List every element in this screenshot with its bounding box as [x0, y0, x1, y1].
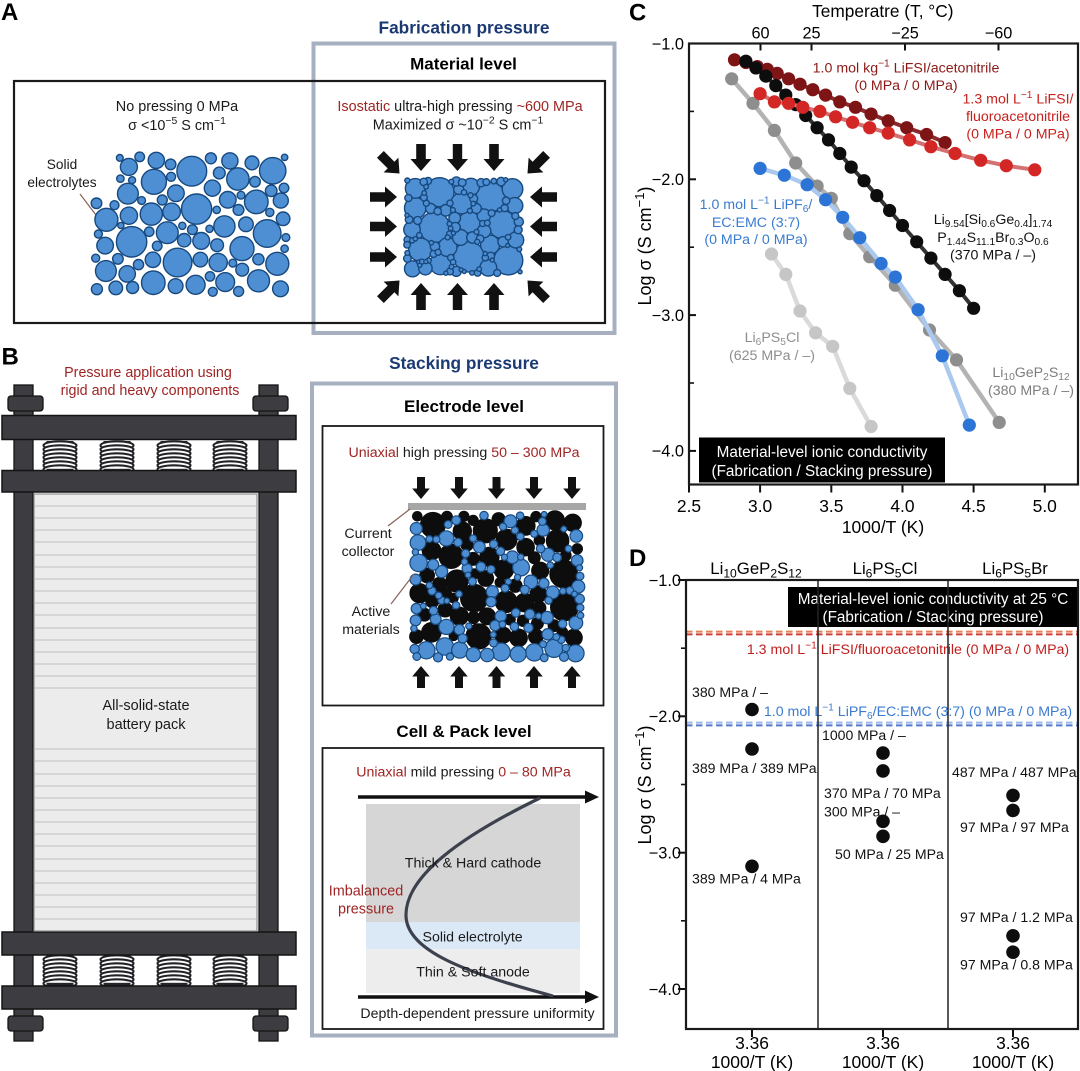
svg-text:−4.0: −4.0 [649, 981, 681, 999]
svg-text:Isostatic ultra-high pressing: Isostatic ultra-high pressing ~600 MPa [337, 99, 582, 115]
svg-text:Li6PS5Br: Li6PS5Br [982, 559, 1048, 581]
svg-text:1000/T (K): 1000/T (K) [842, 517, 924, 537]
svg-text:−2.0: −2.0 [649, 708, 681, 726]
svg-text:fluoroacetonitrile: fluoroacetonitrile [966, 109, 1070, 125]
svg-text:electrolytes: electrolytes [27, 175, 96, 190]
svg-text:Cell & Pack level: Cell & Pack level [396, 722, 531, 741]
svg-text:1000/T (K): 1000/T (K) [711, 1052, 793, 1071]
svg-text:(370 MPa / –): (370 MPa / –) [950, 248, 1036, 264]
svg-text:Stacking pressure: Stacking pressure [389, 353, 539, 373]
svg-text:P1.44S11.1Br0.3O0.6: P1.44S11.1Br0.3O0.6 [937, 230, 1049, 248]
svg-text:Solid electrolyte: Solid electrolyte [423, 930, 523, 946]
svg-text:battery pack: battery pack [107, 717, 187, 733]
svg-text:3.36: 3.36 [866, 1033, 900, 1053]
svg-text:rigid and heavy components: rigid and heavy components [61, 383, 240, 399]
svg-text:−1.0: −1.0 [649, 572, 681, 590]
svg-text:4.5: 4.5 [962, 496, 986, 516]
svg-text:Material-level ionic conductiv: Material-level ionic conductivity [717, 444, 928, 461]
svg-text:370 MPa / 70 MPa: 370 MPa / 70 MPa [824, 785, 941, 801]
svg-text:380 MPa / –: 380 MPa / – [692, 684, 768, 700]
svg-text:389 MPa / 389 MPa: 389 MPa / 389 MPa [692, 760, 817, 776]
svg-text:4.0: 4.0 [890, 496, 914, 516]
svg-text:97 MPa / 97 MPa: 97 MPa / 97 MPa [960, 819, 1069, 835]
svg-text:25: 25 [802, 25, 820, 43]
svg-text:1000/T (K): 1000/T (K) [972, 1052, 1054, 1071]
svg-text:(0 MPa / 0 MPa): (0 MPa / 0 MPa) [966, 127, 1069, 143]
svg-text:Maximized σ ~10−2 S cm−1: Maximized σ ~10−2 S cm−1 [373, 116, 544, 134]
svg-text:3.36: 3.36 [735, 1033, 769, 1053]
svg-text:3.36: 3.36 [996, 1033, 1030, 1053]
svg-text:Temperatre (T, °C): Temperatre (T, °C) [812, 1, 953, 21]
svg-text:(Fabrication / Stacking pressu: (Fabrication / Stacking pressure) [822, 609, 1043, 626]
svg-text:60: 60 [751, 25, 769, 43]
svg-text:Thick & Hard cathode: Thick & Hard cathode [405, 855, 542, 871]
svg-text:(625 MPa / –): (625 MPa / –) [729, 348, 815, 364]
svg-text:1.3 mol L−1 LiFSI/fluoroaceton: 1.3 mol L−1 LiFSI/fluoroacetonitrile (0 … [747, 640, 1069, 658]
svg-text:Material-level ionic conductiv: Material-level ionic conductivity at 25 … [798, 591, 1069, 608]
svg-text:(0 MPa / 0 MPa): (0 MPa / 0 MPa) [704, 232, 807, 248]
svg-text:Active: Active [352, 604, 391, 620]
svg-text:−4.0: −4.0 [652, 443, 684, 461]
svg-text:1.0 mol L−1 LiPF6/: 1.0 mol L−1 LiPF6/ [700, 195, 813, 215]
svg-text:Li6PS5Cl: Li6PS5Cl [853, 559, 918, 581]
svg-text:Uniaxial high pressing 50 – 30: Uniaxial high pressing 50 – 300 MPa [348, 445, 579, 461]
svg-text:Solid: Solid [47, 157, 77, 172]
svg-text:Fabrication pressure: Fabrication pressure [379, 18, 550, 38]
svg-text:−3.0: −3.0 [649, 844, 681, 862]
svg-text:300 MPa / –: 300 MPa / – [824, 804, 900, 820]
svg-text:2.5: 2.5 [677, 496, 701, 516]
svg-text:Li6PS5Cl: Li6PS5Cl [745, 330, 800, 348]
svg-text:collector: collector [342, 544, 395, 560]
svg-text:3.0: 3.0 [748, 496, 772, 516]
svg-text:No pressing 0 MPa: No pressing 0 MPa [116, 99, 238, 115]
svg-text:1.0 mol kg−1 LiFSI/acetonitril: 1.0 mol kg−1 LiFSI/acetonitrile [813, 59, 1000, 77]
svg-text:1000/T (K): 1000/T (K) [842, 1052, 924, 1071]
svg-text:−2.0: −2.0 [652, 171, 684, 189]
svg-text:EC:EMC (3:7): EC:EMC (3:7) [712, 215, 800, 231]
svg-text:Material level: Material level [410, 54, 517, 73]
svg-text:1.3 mol L−1 LiFSI/: 1.3 mol L−1 LiFSI/ [963, 90, 1074, 108]
svg-text:50 MPa / 25 MPa: 50 MPa / 25 MPa [835, 846, 944, 862]
svg-text:pressure: pressure [338, 902, 394, 918]
svg-text:D: D [629, 545, 646, 572]
svg-text:Li9.54[Si0.6Ge0.4]1.74: Li9.54[Si0.6Ge0.4]1.74 [934, 212, 1053, 230]
svg-text:5.0: 5.0 [1033, 496, 1057, 516]
svg-text:All-solid-state: All-solid-state [102, 698, 189, 714]
svg-text:Li10GeP2S12: Li10GeP2S12 [710, 559, 802, 581]
svg-text:Electrode level: Electrode level [404, 397, 524, 416]
svg-text:(380 MPa / –): (380 MPa / –) [988, 383, 1074, 399]
svg-text:(Fabrication / Stacking pressu: (Fabrication / Stacking pressure) [711, 463, 932, 480]
svg-text:Pressure application using: Pressure application using [64, 365, 232, 381]
svg-text:Thin & Soft anode: Thin & Soft anode [416, 965, 530, 981]
svg-text:−60: −60 [985, 25, 1013, 43]
svg-text:Log σ (S cm−1): Log σ (S cm−1) [632, 187, 655, 306]
svg-text:Uniaxial mild pressing 0 – 80: Uniaxial mild pressing 0 – 80 MPa [356, 764, 571, 780]
svg-text:Depth-dependent pressure unifo: Depth-dependent pressure uniformity [360, 1006, 595, 1022]
svg-text:−25: −25 [891, 25, 919, 43]
svg-text:Current: Current [344, 526, 391, 542]
svg-text:97 MPa / 1.2 MPa: 97 MPa / 1.2 MPa [960, 909, 1073, 925]
svg-text:materials: materials [342, 622, 400, 638]
svg-text:487 MPa / 487 MPa: 487 MPa / 487 MPa [952, 764, 1077, 780]
svg-text:Imbalanced: Imbalanced [329, 884, 403, 900]
svg-text:A: A [1, 0, 18, 26]
svg-text:Li10GeP2S12: Li10GeP2S12 [992, 365, 1070, 383]
svg-text:389 MPa / 4 MPa: 389 MPa / 4 MPa [692, 871, 801, 887]
svg-text:Log σ (S cm−1): Log σ (S cm−1) [632, 726, 655, 845]
svg-text:3.5: 3.5 [819, 496, 843, 516]
svg-text:1000 MPa / –: 1000 MPa / – [822, 727, 906, 743]
svg-text:C: C [629, 0, 646, 27]
svg-text:σ <10−5 S cm−1: σ <10−5 S cm−1 [128, 116, 226, 134]
svg-text:97 MPa / 0.8 MPa: 97 MPa / 0.8 MPa [960, 957, 1073, 973]
svg-text:B: B [2, 344, 19, 371]
svg-text:(0 MPa / 0 MPa): (0 MPa / 0 MPa) [854, 78, 957, 94]
svg-text:1.0 mol L−1 LiPF6/EC:EMC (3:7): 1.0 mol L−1 LiPF6/EC:EMC (3:7) (0 MPa / … [764, 702, 1072, 722]
svg-text:−1.0: −1.0 [652, 35, 684, 53]
svg-text:−3.0: −3.0 [652, 307, 684, 325]
